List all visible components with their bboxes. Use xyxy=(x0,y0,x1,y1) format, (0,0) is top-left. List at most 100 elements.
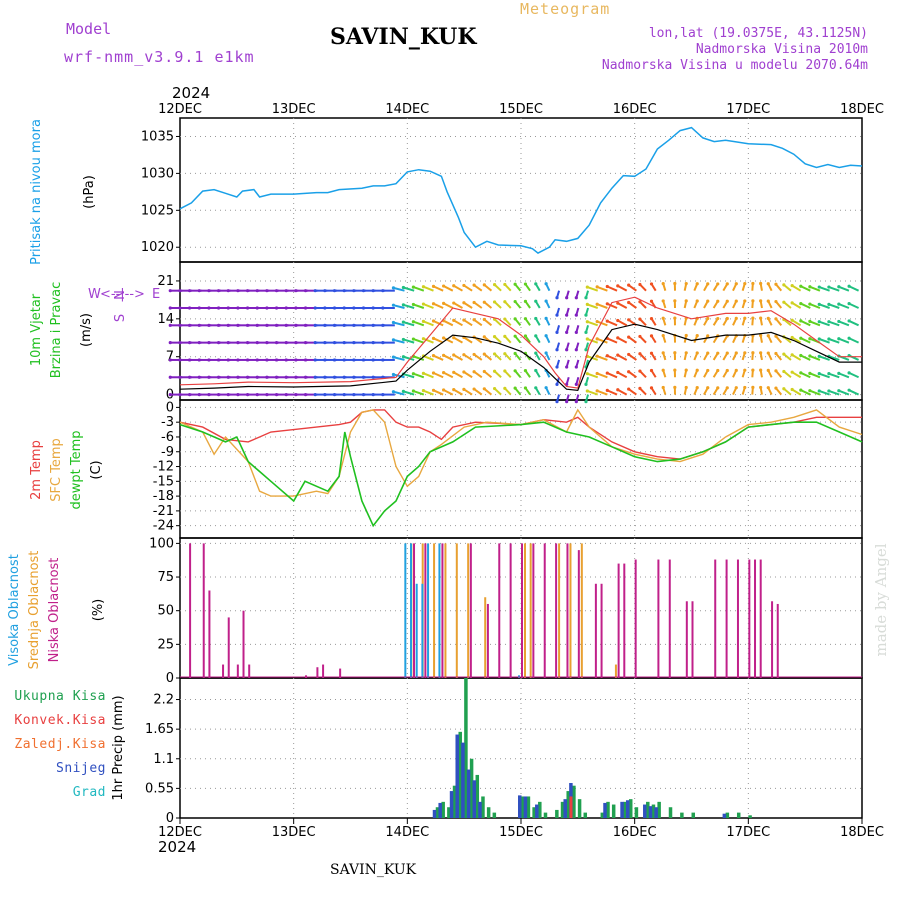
wind-arrow-head xyxy=(808,337,812,341)
wind-arrow-head xyxy=(751,351,755,355)
precip-legend-item: Ukupna Kisa xyxy=(14,689,106,704)
wind-arrow-head xyxy=(178,289,182,293)
total-precip-bar xyxy=(668,807,673,818)
wind-arrow-head xyxy=(462,370,466,374)
panel-frame-pressure xyxy=(179,117,863,263)
altitude: Nadmorska Visina 2010m xyxy=(695,42,868,57)
high-cloud-bar xyxy=(410,543,413,678)
wind-arrow xyxy=(403,286,415,292)
wind-arrow-head xyxy=(294,341,298,345)
total-precip-bar xyxy=(543,812,548,818)
wind-arrow-head xyxy=(799,336,803,340)
low-cloud-bar xyxy=(685,601,688,678)
wind-arrow-head xyxy=(759,333,763,338)
wind-arrow-head xyxy=(544,386,548,390)
wind-arrow-head xyxy=(352,341,356,345)
wind-arrow xyxy=(423,389,434,396)
wind-arrow-head xyxy=(605,371,609,375)
wind-arrow xyxy=(606,302,618,309)
wind-arrow-head xyxy=(782,369,786,374)
wind-arrow-head xyxy=(585,320,589,324)
y-tick-precip: 0.55 xyxy=(145,781,174,796)
wind-arrow-head xyxy=(584,382,588,386)
wind-arrow-head xyxy=(226,289,230,293)
low-cloud-bar xyxy=(577,550,580,678)
wind-arrow-head xyxy=(766,334,770,338)
wind-arrow-head xyxy=(574,313,578,317)
wind-arrow-head xyxy=(513,369,517,373)
low-cloud-bar xyxy=(222,664,225,678)
high-cloud-bar xyxy=(415,583,418,678)
wind-arrow-head xyxy=(313,306,317,310)
wind-arrow-head xyxy=(684,299,688,303)
wind-arrow-head xyxy=(352,375,356,379)
wind-arrow-head xyxy=(216,358,221,362)
wind-arrow-head xyxy=(790,318,794,322)
wind-arrow-head xyxy=(421,337,426,341)
wind-arrow xyxy=(848,337,860,344)
wind-arrow-head xyxy=(197,392,201,397)
total-precip-bar xyxy=(748,815,752,818)
low-cloud-bar xyxy=(657,559,660,678)
wind-arrow-head xyxy=(431,302,436,306)
wind-arrow-head xyxy=(827,302,831,306)
wind-arrow-head xyxy=(452,370,456,374)
total-precip-bar xyxy=(736,812,741,818)
wind-arrow xyxy=(413,372,425,379)
wind-arrow-head xyxy=(482,369,486,374)
wind-arrow-head xyxy=(352,358,356,362)
wind-arrow-head xyxy=(274,375,279,379)
y-tick-temperature: -15 xyxy=(153,474,174,489)
low-cloud-bar xyxy=(776,603,779,678)
wind-arrow-head xyxy=(303,341,308,345)
y-tick-temperature: -18 xyxy=(153,489,174,504)
wind-arrow-head xyxy=(706,351,710,355)
wind-arrow-head xyxy=(503,317,507,321)
high-cloud-bar xyxy=(404,543,407,678)
wind-arrow xyxy=(453,388,463,396)
low-cloud-bar xyxy=(322,664,325,678)
wind-arrow-head xyxy=(725,368,729,373)
wind-arrow-head xyxy=(381,306,385,310)
y-tick-temperature: -24 xyxy=(153,519,174,534)
low-cloud-bar xyxy=(668,559,671,678)
wind-arrow-head xyxy=(673,385,677,389)
wind-arrow-head xyxy=(774,334,778,338)
low-cloud-bar xyxy=(714,559,717,678)
wind-arrow-head xyxy=(265,392,269,397)
x-tick-bottom: 18DEC xyxy=(840,825,884,840)
wind-arrow-head xyxy=(595,389,599,393)
wind-arrow-head xyxy=(513,299,517,304)
wind-arrow-head xyxy=(391,372,396,377)
wind-arrow-head xyxy=(782,387,786,391)
y-tick-pressure: 1030 xyxy=(141,166,174,181)
wind-arrow xyxy=(443,371,454,379)
low-cloud-bar xyxy=(227,617,230,678)
wind-arrow-head xyxy=(627,387,631,391)
wind-arrow xyxy=(606,372,618,379)
wind-arrow-head xyxy=(734,386,738,390)
total-precip-bar xyxy=(651,804,656,818)
wind-arrow-head xyxy=(695,282,699,286)
wind-arrow-head xyxy=(555,348,559,352)
low-cloud-bar xyxy=(498,543,501,678)
wind-arrow-head xyxy=(544,299,548,303)
wind-arrow-head xyxy=(411,389,416,393)
wind-arrow-head xyxy=(649,386,654,390)
y-tick-pressure: 1020 xyxy=(141,240,174,255)
snow-bar xyxy=(449,791,454,818)
y-tick-wind: 14 xyxy=(157,312,174,327)
wind-arrow xyxy=(606,285,618,292)
wind-arrow xyxy=(818,355,830,361)
wind-arrow-head xyxy=(638,317,642,321)
wind-arrow-head xyxy=(808,354,812,358)
wind-arrow-head xyxy=(837,337,841,341)
ylabel-cloud-unit: (%) xyxy=(91,599,106,622)
low-cloud-bar xyxy=(748,559,751,678)
wind-arrow xyxy=(403,373,415,379)
wind-arrow xyxy=(463,336,473,344)
wind-arrow-head xyxy=(616,336,620,340)
wind-arrow-head xyxy=(565,313,569,317)
wind-arrow-head xyxy=(226,392,230,397)
total-precip-bar xyxy=(532,807,536,818)
